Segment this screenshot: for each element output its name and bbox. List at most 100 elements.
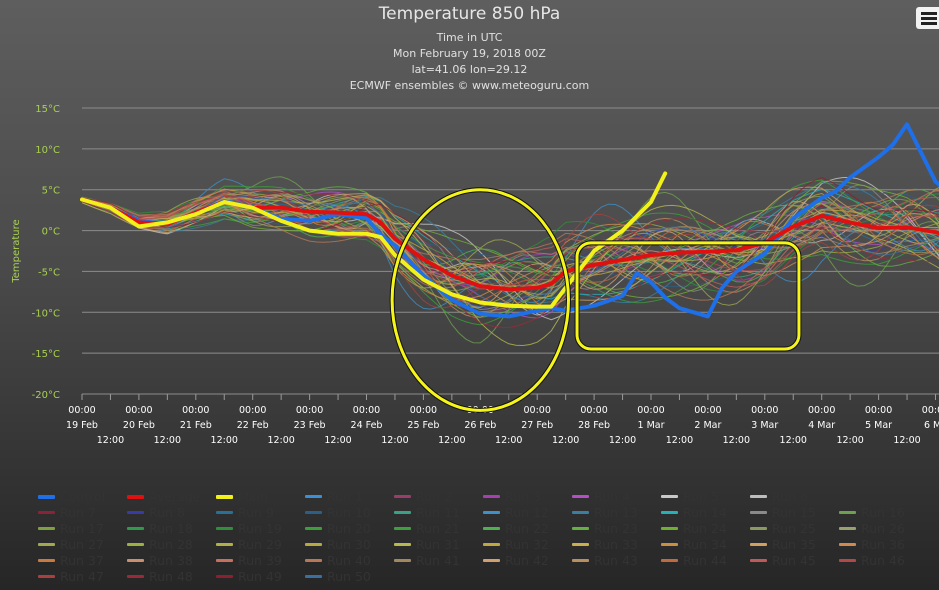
legend-item[interactable]: Run 34	[661, 536, 727, 552]
x-tick-midday: 12:00	[267, 435, 294, 446]
y-tick-label: -15°C	[32, 349, 60, 360]
legend-swatch	[127, 543, 144, 546]
legend-label: Run 32	[505, 537, 549, 552]
x-tick-midday: 12:00	[381, 435, 408, 446]
legend-swatch	[483, 527, 500, 530]
series-line-main	[80, 171, 668, 309]
legend-item[interactable]: Run 29	[216, 536, 282, 552]
legend-label: Run 12	[505, 505, 549, 520]
chart-menu-button[interactable]	[916, 7, 939, 29]
legend-swatch	[483, 495, 500, 498]
legend-item[interactable]: Run 5	[661, 488, 719, 504]
x-tick-midday: 12:00	[211, 435, 238, 446]
x-tick-date: 26 Feb	[464, 420, 496, 431]
legend-label: Run 10	[327, 505, 371, 520]
legend-item[interactable]: Run 35	[750, 536, 816, 552]
legend-item[interactable]: Run 39	[216, 552, 282, 568]
legend-item[interactable]: Run 44	[661, 552, 727, 568]
legend-item[interactable]: Run 23	[572, 520, 638, 536]
legend-label: Run 40	[327, 553, 371, 568]
legend-label: Run 25	[772, 521, 816, 536]
legend-item[interactable]: Run 11	[394, 504, 460, 520]
legend-label: Run 21	[416, 521, 460, 536]
legend-swatch	[394, 495, 411, 498]
legend-label: Run 44	[683, 553, 727, 568]
legend-item[interactable]: Run 4	[572, 488, 630, 504]
legend-item[interactable]: Run 14	[661, 504, 727, 520]
legend-swatch	[305, 559, 322, 562]
legend-item[interactable]: Run 19	[216, 520, 282, 536]
legend-swatch	[127, 511, 144, 514]
ensemble-run-line	[81, 194, 939, 309]
legend-item[interactable]: Run 32	[483, 536, 549, 552]
legend-item[interactable]: Run 15	[750, 504, 816, 520]
legend-label: Run 41	[416, 553, 460, 568]
legend-item[interactable]: Run 45	[750, 552, 816, 568]
legend-item[interactable]: Run 7	[38, 504, 96, 520]
legend-item[interactable]: Control	[38, 488, 105, 504]
chart-title: Temperature 850 hPa	[378, 4, 561, 24]
legend-item[interactable]: Run 2	[394, 488, 452, 504]
legend-item[interactable]: Run 37	[38, 552, 104, 568]
legend-item[interactable]: Run 21	[394, 520, 460, 536]
legend-swatch	[305, 511, 322, 514]
legend-item[interactable]: Run 33	[572, 536, 638, 552]
legend-item[interactable]: Run 38	[127, 552, 193, 568]
legend-swatch	[216, 527, 233, 530]
legend-item[interactable]: Run 22	[483, 520, 549, 536]
ensemble-run-line	[81, 188, 939, 302]
subtitle-time-zone: Time in UTC	[436, 31, 503, 44]
legend-item[interactable]: Run 36	[839, 536, 905, 552]
legend-item[interactable]: Run 20	[305, 520, 371, 536]
legend-label: Run 29	[238, 537, 282, 552]
legend-item[interactable]: Run 16	[839, 504, 905, 520]
legend-swatch	[38, 543, 55, 546]
legend-item[interactable]: Run 24	[661, 520, 727, 536]
y-tick-label: -10°C	[32, 308, 60, 319]
legend-item[interactable]: Run 31	[394, 536, 460, 552]
legend-label: Run 48	[149, 569, 193, 584]
legend-label: Run 9	[238, 505, 274, 520]
legend-item[interactable]: Run 47	[38, 568, 104, 584]
legend-item[interactable]: Run 9	[216, 504, 274, 520]
legend-label: Run 31	[416, 537, 460, 552]
legend-item[interactable]: Run 42	[483, 552, 549, 568]
legend-item[interactable]: Run 43	[572, 552, 638, 568]
legend-item[interactable]: Run 25	[750, 520, 816, 536]
legend-item[interactable]: Run 10	[305, 504, 371, 520]
legend-item[interactable]: Run 41	[394, 552, 460, 568]
legend-swatch	[483, 511, 500, 514]
x-tick-midday: 12:00	[154, 435, 181, 446]
legend-item[interactable]: Main	[216, 488, 268, 504]
legend-swatch	[38, 575, 55, 578]
x-tick-midday: 12:00	[893, 435, 920, 446]
legend-item[interactable]: Run 40	[305, 552, 371, 568]
legend-label: Average	[149, 489, 201, 504]
legend-item[interactable]: Run 13	[572, 504, 638, 520]
x-tick-midday: 12:00	[552, 435, 579, 446]
legend-label: Run 37	[60, 553, 104, 568]
legend-item[interactable]: Run 17	[38, 520, 104, 536]
legend-label: Run 15	[772, 505, 816, 520]
legend-item[interactable]: Run 26	[839, 520, 905, 536]
x-tick-time: 00:00	[637, 405, 664, 416]
legend-item[interactable]: Run 46	[839, 552, 905, 568]
legend-item[interactable]: Run 1	[305, 488, 363, 504]
legend-item[interactable]: Run 28	[127, 536, 193, 552]
legend-item[interactable]: Run 50	[305, 568, 371, 584]
legend-item[interactable]: Run 3	[483, 488, 541, 504]
legend-item[interactable]: Run 27	[38, 536, 104, 552]
legend-item[interactable]: Run 30	[305, 536, 371, 552]
legend-item[interactable]: Run 48	[127, 568, 193, 584]
legend-item[interactable]: Run 6	[750, 488, 808, 504]
ensemble-run-line	[81, 189, 939, 309]
legend-item[interactable]: Run 12	[483, 504, 549, 520]
x-tick-midday: 12:00	[666, 435, 693, 446]
legend-swatch	[394, 511, 411, 514]
legend-item[interactable]: Run 49	[216, 568, 282, 584]
legend-item[interactable]: Average	[127, 488, 200, 504]
x-tick-time: 00:00	[239, 405, 266, 416]
legend-item[interactable]: Run 8	[127, 504, 185, 520]
legend-item[interactable]: Run 18	[127, 520, 193, 536]
x-tick-time: 00:00	[751, 405, 778, 416]
